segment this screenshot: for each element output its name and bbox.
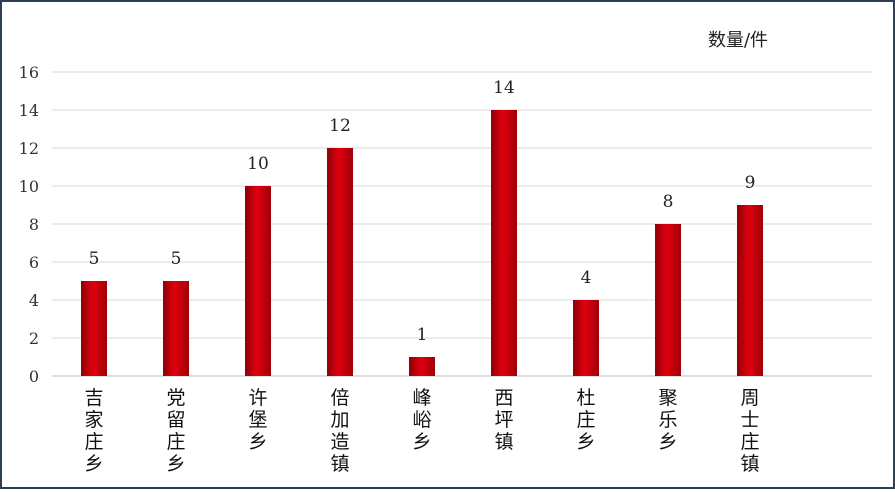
bar bbox=[81, 281, 107, 376]
data-label: 10 bbox=[247, 154, 269, 174]
bar bbox=[491, 110, 517, 376]
bar bbox=[163, 281, 189, 376]
y-tick-label: 16 bbox=[19, 63, 39, 82]
x-tick-label: 周士庄镇 bbox=[740, 387, 759, 475]
x-tick-label: 杜庄乡 bbox=[576, 387, 595, 453]
x-tick-label: 许堡乡 bbox=[248, 387, 267, 453]
bar bbox=[655, 224, 681, 376]
data-label: 8 bbox=[663, 192, 674, 212]
y-tick-label: 10 bbox=[19, 177, 39, 196]
y-tick-label: 4 bbox=[29, 291, 39, 310]
x-axis-labels: 吉家庄乡 党留庄乡 许堡乡 倍加造镇 峰峪乡 西坪镇 杜庄乡 聚乐乡 周士庄镇 bbox=[84, 387, 759, 475]
data-label: 9 bbox=[745, 173, 756, 193]
x-tick-label: 吉家庄乡 bbox=[84, 387, 103, 475]
bars bbox=[81, 110, 763, 376]
y-tick-label: 6 bbox=[29, 253, 39, 272]
x-tick-label: 西坪镇 bbox=[494, 387, 513, 453]
y-tick-label: 0 bbox=[29, 367, 39, 386]
data-label: 5 bbox=[89, 249, 100, 269]
data-label: 5 bbox=[171, 249, 182, 269]
bar bbox=[327, 148, 353, 376]
bar bbox=[409, 357, 435, 376]
data-label: 4 bbox=[581, 268, 592, 288]
y-axis-ticks: 0 2 4 6 8 10 12 14 16 bbox=[19, 63, 39, 386]
x-tick-label: 聚乐乡 bbox=[658, 387, 677, 453]
x-tick-label: 倍加造镇 bbox=[330, 387, 349, 475]
bar bbox=[573, 300, 599, 376]
y-tick-label: 12 bbox=[19, 139, 39, 158]
y-tick-label: 8 bbox=[29, 215, 39, 234]
data-label: 12 bbox=[329, 116, 351, 136]
bar bbox=[245, 186, 271, 376]
data-label: 14 bbox=[493, 78, 515, 98]
y-tick-label: 2 bbox=[29, 329, 39, 348]
data-label: 1 bbox=[417, 325, 428, 345]
bar bbox=[737, 205, 763, 376]
unit-label: 数量/件 bbox=[708, 30, 768, 51]
x-tick-label: 党留庄乡 bbox=[166, 387, 185, 475]
y-tick-label: 14 bbox=[19, 101, 39, 120]
data-labels: 5 5 10 12 1 14 4 8 9 bbox=[89, 78, 756, 345]
x-tick-label: 峰峪乡 bbox=[412, 387, 431, 453]
